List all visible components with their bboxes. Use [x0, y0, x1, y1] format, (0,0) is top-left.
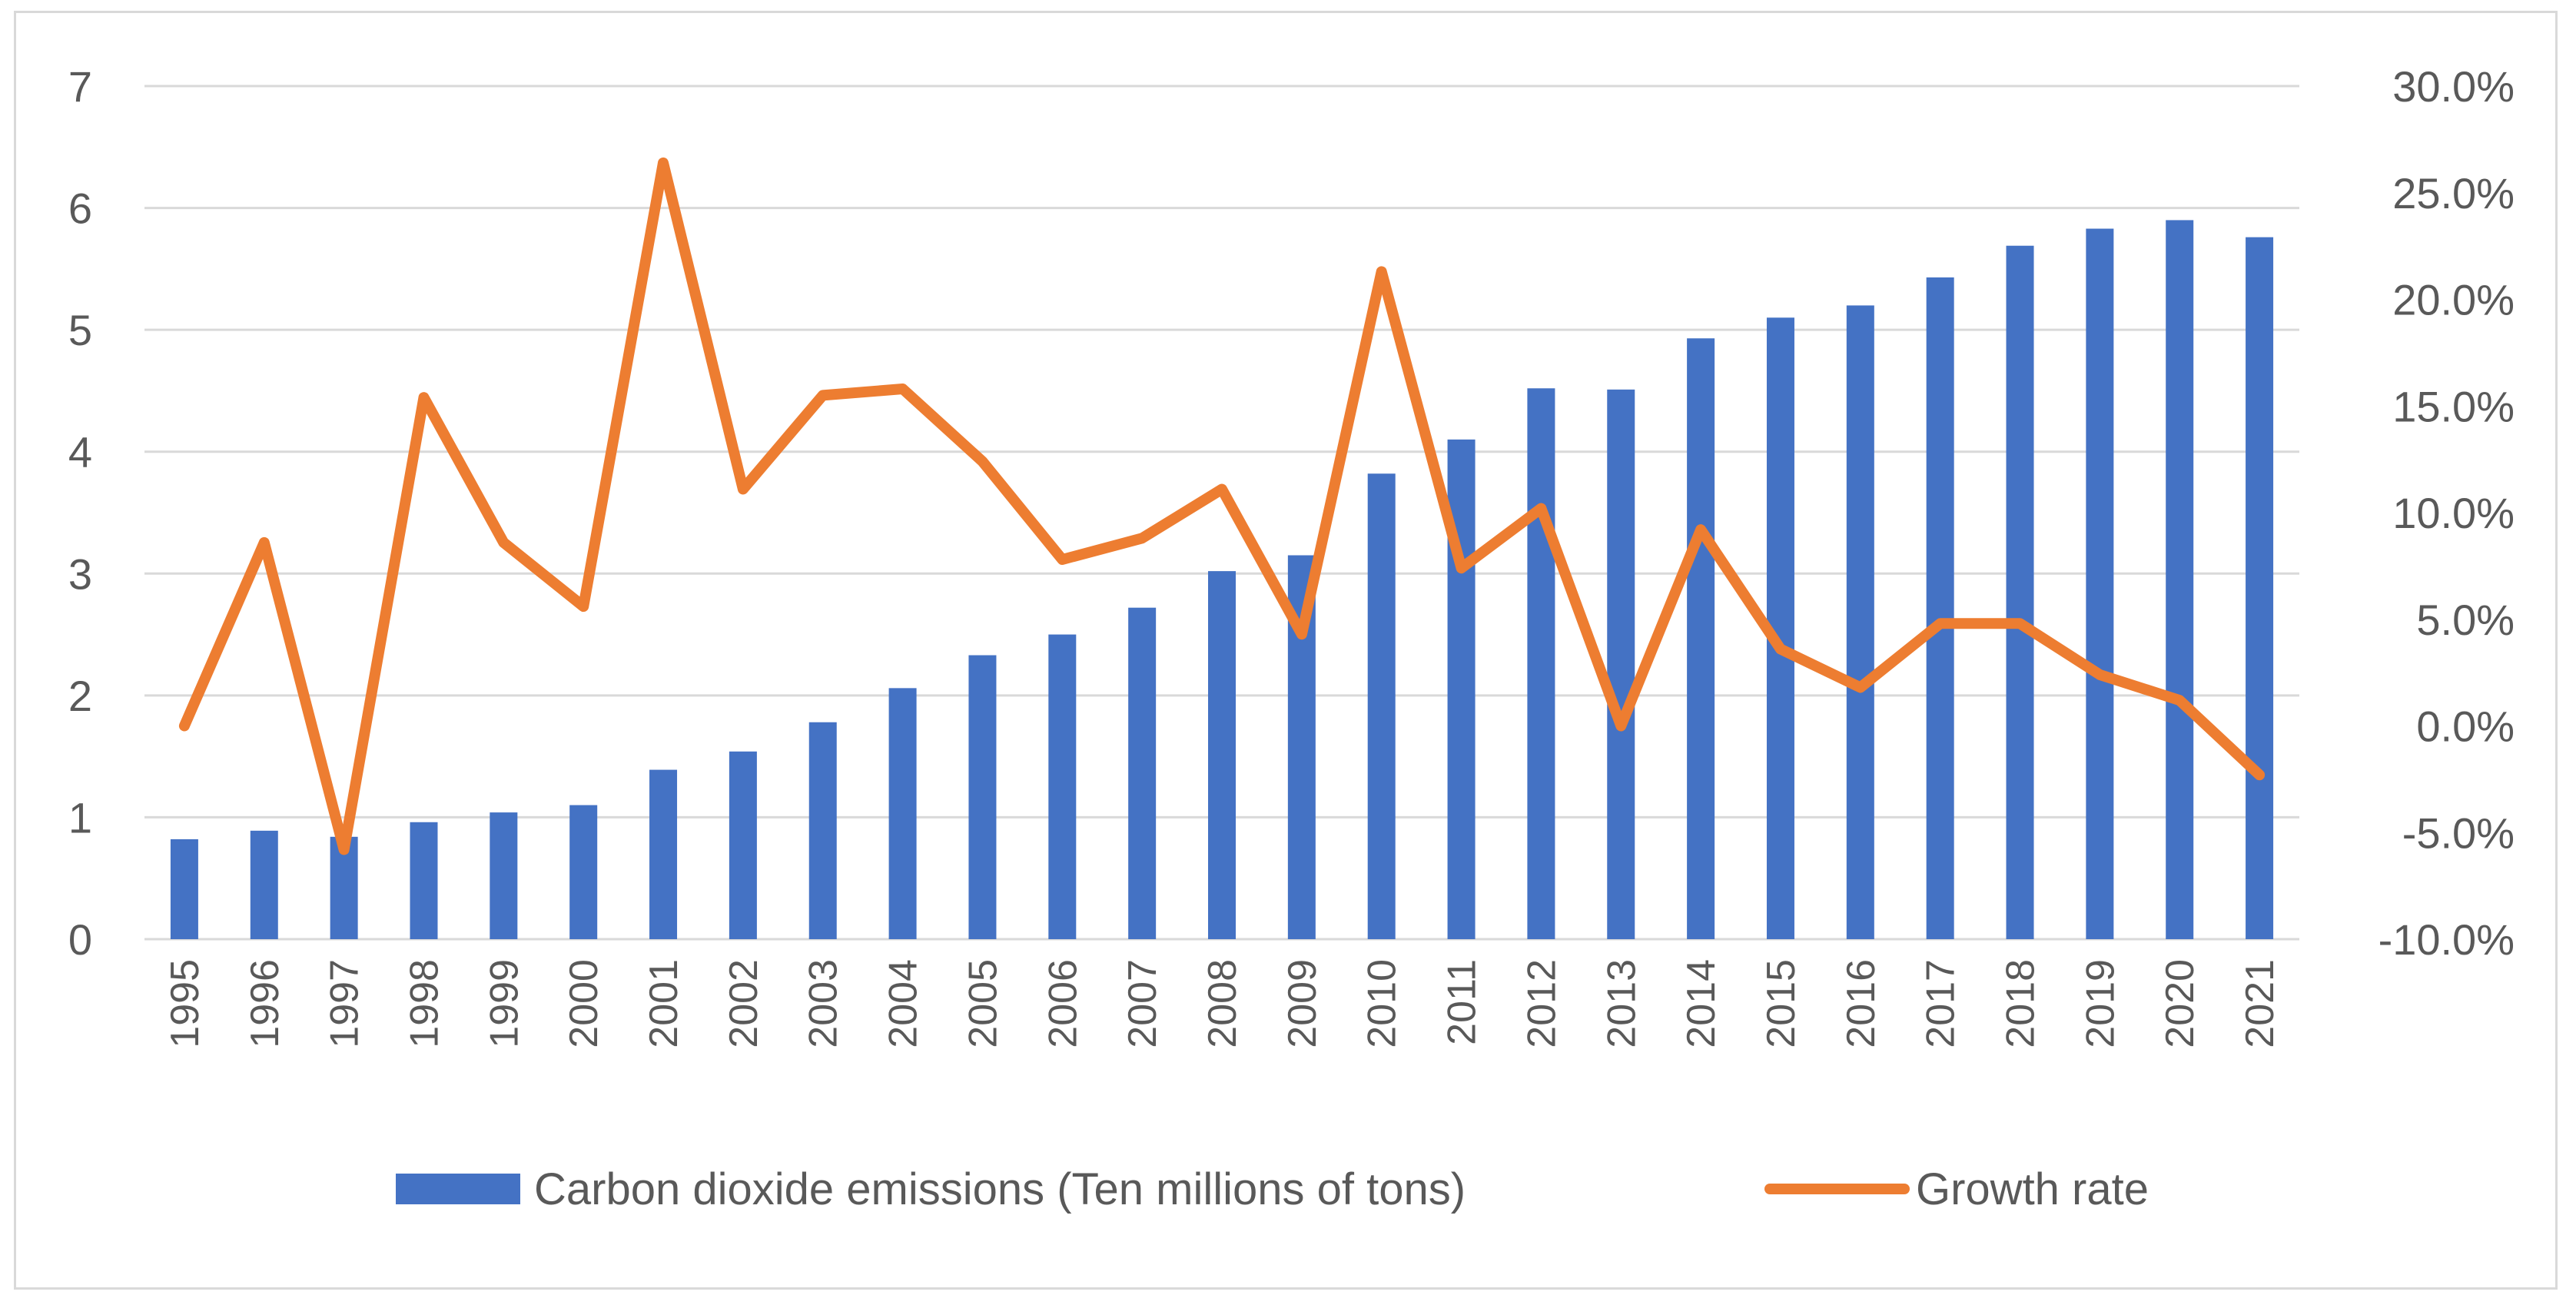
- x-tick-label: 2006: [1041, 959, 1085, 1048]
- bar: [569, 805, 598, 939]
- chart-frame: [14, 11, 2558, 1290]
- bar: [729, 751, 757, 939]
- right-axis: -10.0% -5.0% 0.0% 5.0% 10.0% 15.0% 20.0% 25.0% 3…: [2378, 62, 2515, 964]
- x-tick-label: 1997: [323, 959, 367, 1048]
- right-tick-label: 30.0%: [2392, 62, 2515, 111]
- bar: [490, 812, 518, 939]
- bar: [1128, 607, 1157, 939]
- x-tick-label: 2008: [1200, 959, 1245, 1048]
- bar: [2166, 220, 2194, 939]
- left-tick-label: 4: [68, 428, 92, 477]
- x-tick-label: 1999: [482, 959, 526, 1048]
- x-tick-label: 1996: [243, 959, 287, 1048]
- bar: [1527, 388, 1555, 939]
- x-tick-label: 2004: [881, 959, 926, 1048]
- bar: [1607, 389, 1635, 939]
- x-tick-label: 2001: [642, 959, 686, 1048]
- bar: [250, 830, 278, 939]
- right-tick-label: 0.0%: [2416, 702, 2515, 751]
- x-tick-label: 2003: [802, 959, 846, 1048]
- legend: Carbon dioxide emissions (Ten millions o…: [396, 1164, 2149, 1214]
- legend-bar-swatch: [396, 1174, 520, 1204]
- x-tick-label: 2002: [722, 959, 766, 1048]
- bar: [1687, 338, 1715, 939]
- left-axis: 0 1 2 3 4 5 6 7: [68, 62, 92, 964]
- x-axis: 1995 1996 1997 1998 1999 2000 2001 2002 2003 2004…: [163, 959, 2282, 1048]
- bar: [1846, 305, 1874, 939]
- left-tick-label: 0: [68, 915, 92, 964]
- bar: [808, 722, 837, 939]
- right-tick-label: 20.0%: [2392, 276, 2515, 324]
- right-tick-label: -10.0%: [2378, 915, 2515, 964]
- right-tick-label: 15.0%: [2392, 382, 2515, 430]
- bar: [1367, 473, 1396, 939]
- bar: [2086, 228, 2114, 939]
- x-tick-label: 2021: [2238, 959, 2282, 1048]
- x-tick-label: 2019: [2078, 959, 2123, 1048]
- bar: [1048, 634, 1077, 939]
- left-tick-label: 5: [68, 306, 92, 354]
- right-tick-label: 25.0%: [2392, 169, 2515, 218]
- line-series: [178, 157, 2266, 855]
- x-tick-label: 2013: [1599, 959, 1644, 1048]
- x-tick-label: 2014: [1679, 959, 1724, 1048]
- x-tick-label: 1995: [163, 959, 207, 1048]
- bar: [968, 655, 997, 939]
- x-tick-label: 2015: [1759, 959, 1804, 1048]
- x-tick-label: 2012: [1519, 959, 1564, 1048]
- x-tick-label: 2005: [961, 959, 1005, 1048]
- right-tick-label: 5.0%: [2416, 596, 2515, 644]
- x-tick-label: 2017: [1919, 959, 1964, 1048]
- bar: [2246, 237, 2274, 940]
- x-tick-label: 2016: [1839, 959, 1884, 1048]
- bar-series: [170, 220, 2274, 940]
- bar: [410, 822, 438, 939]
- x-tick-label: 2020: [2158, 959, 2203, 1048]
- left-tick-label: 1: [68, 793, 92, 842]
- x-tick-label: 2007: [1120, 959, 1165, 1048]
- x-tick-label: 1998: [402, 959, 446, 1048]
- left-tick-label: 7: [68, 62, 92, 111]
- bar: [1926, 277, 1954, 939]
- bar: [2006, 245, 2034, 939]
- legend-line-label: Growth rate: [1916, 1164, 2149, 1214]
- legend-bar-label: Carbon dioxide emissions (Ten millions o…: [534, 1164, 1466, 1214]
- bar: [1208, 571, 1236, 939]
- right-tick-label: -5.0%: [2402, 809, 2515, 857]
- x-tick-label: 2009: [1280, 959, 1325, 1048]
- x-tick-label: 2011: [1440, 959, 1485, 1045]
- left-tick-label: 6: [68, 184, 92, 233]
- left-tick-label: 2: [68, 672, 92, 720]
- x-tick-label: 2010: [1360, 959, 1405, 1048]
- bar: [649, 769, 678, 939]
- x-tick-label: 2018: [1999, 959, 2043, 1048]
- x-tick-label: 2000: [562, 959, 606, 1048]
- left-tick-label: 3: [68, 550, 92, 598]
- bar: [888, 688, 917, 939]
- bar: [170, 838, 198, 939]
- right-tick-label: 10.0%: [2392, 489, 2515, 537]
- growth-rate-line: [178, 157, 2266, 855]
